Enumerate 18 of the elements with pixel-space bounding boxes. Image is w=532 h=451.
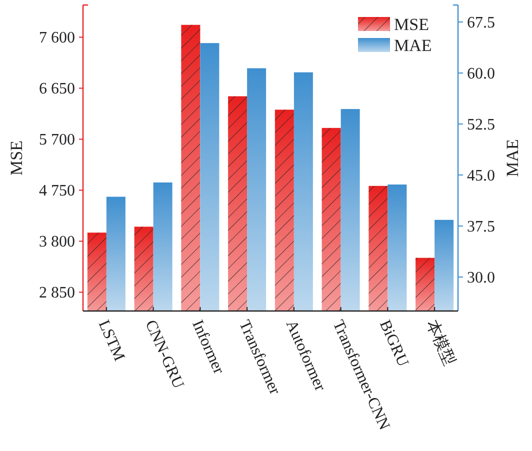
y2-axis-title: MAE: [503, 139, 522, 177]
x-tick-label: LSTM: [94, 318, 128, 364]
y2-tick-label: 30.0: [467, 270, 495, 286]
y2-tick-label: 45.0: [467, 168, 495, 184]
y-tick-label: 7 600: [39, 30, 75, 47]
x-tick-label: 本模型: [422, 317, 459, 368]
y-tick-label: 6 650: [39, 80, 75, 98]
legend-label: MAE: [394, 36, 432, 55]
legend-label: MSE: [394, 15, 429, 34]
y-tick-label: 4 750: [39, 182, 75, 200]
y-tick-label: 5 700: [39, 132, 75, 149]
y2-tick-label: 37.5: [467, 218, 495, 236]
y2-tick-label: 67.5: [467, 14, 495, 32]
y-axis-title: MSE: [7, 140, 26, 176]
y-tick-label: 3 800: [39, 234, 75, 251]
y-tick-label: 2 850: [39, 284, 75, 302]
y2-tick-label: 52.5: [467, 116, 495, 134]
y2-tick-label: 60.0: [467, 66, 495, 82]
